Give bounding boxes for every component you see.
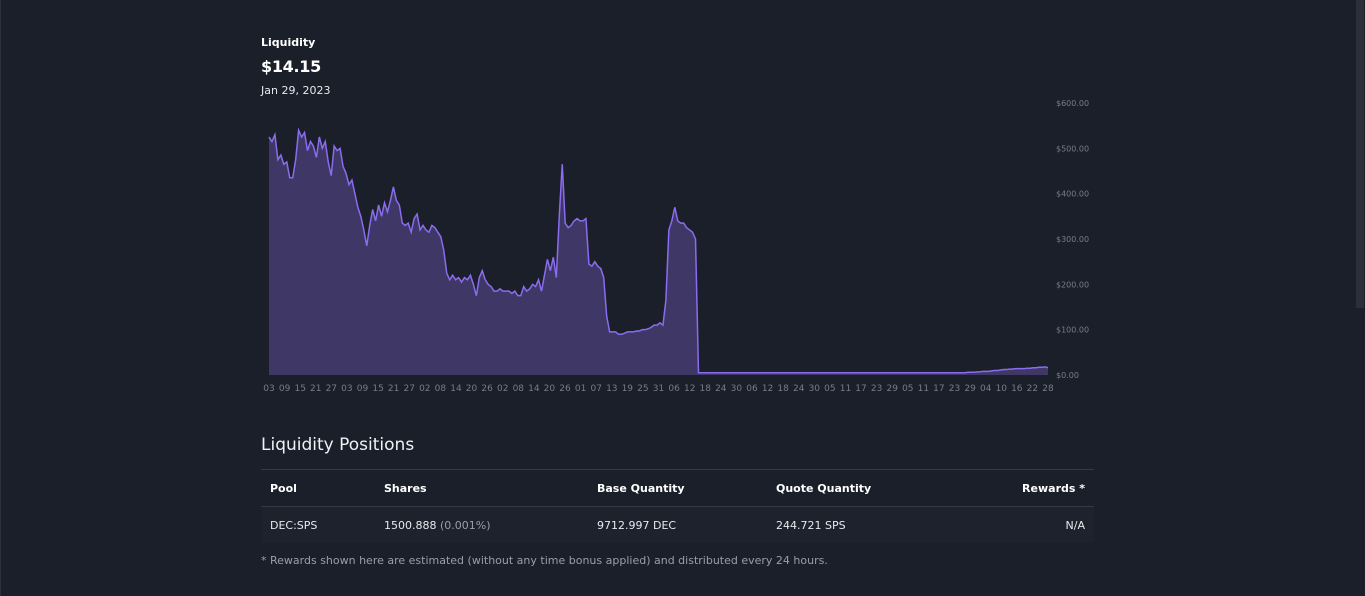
x-tick-label: 20 <box>544 384 556 394</box>
x-tick-label: 02 <box>497 384 508 394</box>
rewards-footnote: * Rewards shown here are estimated (with… <box>261 554 828 567</box>
column-header-pool[interactable]: Pool <box>261 469 375 507</box>
x-tick-label: 24 <box>715 384 727 394</box>
x-tick-label: 12 <box>684 384 695 394</box>
y-tick-label: $0.00 <box>1056 371 1079 380</box>
x-tick-label: 09 <box>279 384 291 394</box>
x-tick-label: 18 <box>699 384 711 394</box>
x-tick-label: 14 <box>528 384 540 394</box>
x-tick-label: 08 <box>435 384 447 394</box>
series-line <box>268 127 1049 374</box>
x-tick-label: 19 <box>622 384 634 394</box>
table-row[interactable]: DEC:SPS 1500.888 (0.001%) 9712.997 DEC 2… <box>261 506 1094 543</box>
x-tick-label: 17 <box>933 384 944 394</box>
x-tick-label: 03 <box>341 384 352 394</box>
column-header-quote-quantity[interactable]: Quote Quantity <box>767 469 947 507</box>
x-tick-label: 26 <box>559 384 571 394</box>
x-axis-ticks: 03 09 15 21 27 03 09 15 21 27 02 08 14 20 26 02 08 14 20 26… <box>263 384 1054 394</box>
x-tick-label: 03 <box>263 384 274 394</box>
x-tick-label: 12 <box>762 384 773 394</box>
rewards-cell: N/A <box>947 506 1094 543</box>
shares-cell: 1500.888 (0.001%) <box>375 506 588 543</box>
quote-quantity-cell: 244.721 SPS <box>767 506 947 543</box>
x-tick-label: 27 <box>326 384 337 394</box>
scrollbar-thumb[interactable] <box>1356 0 1364 308</box>
table-header-row: Pool Shares Base Quantity Quote Quantity… <box>261 469 1094 507</box>
shares-value: 1500.888 <box>384 518 437 532</box>
x-tick-label: 10 <box>996 384 1008 394</box>
x-tick-label: 21 <box>310 384 321 394</box>
x-tick-label: 28 <box>1042 384 1054 394</box>
x-tick-label: 11 <box>840 384 851 394</box>
column-header-base-quantity[interactable]: Base Quantity <box>588 469 767 507</box>
x-tick-label: 21 <box>388 384 399 394</box>
x-tick-label: 27 <box>403 384 414 394</box>
series-area <box>269 130 1048 375</box>
base-quantity-cell: 9712.997 DEC <box>588 506 767 543</box>
liquidity-date: Jan 29, 2023 <box>261 84 331 97</box>
x-tick-label: 26 <box>481 384 493 394</box>
x-tick-label: 06 <box>668 384 680 394</box>
pool-cell: DEC:SPS <box>261 506 375 543</box>
x-tick-label: 20 <box>466 384 478 394</box>
x-tick-label: 31 <box>653 384 664 394</box>
liquidity-label: Liquidity <box>261 36 316 49</box>
x-tick-label: 13 <box>606 384 617 394</box>
x-tick-label: 23 <box>949 384 960 394</box>
x-tick-label: 30 <box>731 384 743 394</box>
y-tick-label: $100.00 <box>1056 326 1089 335</box>
x-tick-label: 18 <box>777 384 789 394</box>
x-tick-label: 25 <box>637 384 648 394</box>
x-tick-label: 07 <box>590 384 601 394</box>
x-tick-label: 17 <box>855 384 866 394</box>
x-tick-label: 02 <box>419 384 430 394</box>
x-tick-label: 22 <box>1027 384 1038 394</box>
x-tick-label: 06 <box>746 384 758 394</box>
x-tick-label: 09 <box>357 384 369 394</box>
y-axis-ticks: $600.00 $500.00 $400.00 $300.00 $200.00 $100.… <box>1056 99 1089 380</box>
y-tick-label: $500.00 <box>1056 144 1089 153</box>
x-tick-label: 24 <box>793 384 805 394</box>
y-tick-label: $200.00 <box>1056 280 1089 289</box>
positions-title: Liquidity Positions <box>261 435 415 455</box>
x-tick-label: 05 <box>824 384 835 394</box>
area-layer <box>268 127 1049 375</box>
x-tick-label: 04 <box>980 384 992 394</box>
x-tick-label: 30 <box>809 384 821 394</box>
shares-percent: (0.001%) <box>440 518 491 532</box>
y-tick-label: $600.00 <box>1056 99 1089 108</box>
x-tick-label: 01 <box>575 384 586 394</box>
x-tick-label: 29 <box>964 384 976 394</box>
x-tick-label: 05 <box>902 384 913 394</box>
y-tick-label: $400.00 <box>1056 190 1089 199</box>
liquidity-panel: Liquidity $14.15 Jan 29, 2023 03 09 15 21 27… <box>261 0 1094 596</box>
liquidity-chart[interactable]: 03 09 15 21 27 03 09 15 21 27 02 08 14 20 26 02 08 14 20 26… <box>261 95 1094 400</box>
x-tick-label: 15 <box>294 384 305 394</box>
x-tick-label: 23 <box>871 384 882 394</box>
positions-table: Pool Shares Base Quantity Quote Quantity… <box>261 469 1094 543</box>
column-header-rewards[interactable]: Rewards * <box>947 469 1094 507</box>
x-tick-label: 16 <box>1011 384 1023 394</box>
x-tick-label: 11 <box>918 384 929 394</box>
positions-table-wrap: Pool Shares Base Quantity Quote Quantity… <box>261 469 1094 543</box>
page-edge <box>0 0 1 596</box>
x-tick-label: 14 <box>450 384 462 394</box>
x-tick-label: 29 <box>886 384 898 394</box>
column-header-shares[interactable]: Shares <box>375 469 588 507</box>
x-tick-label: 15 <box>372 384 383 394</box>
x-tick-label: 08 <box>513 384 525 394</box>
y-tick-label: $300.00 <box>1056 235 1089 244</box>
liquidity-value: $14.15 <box>261 57 321 76</box>
